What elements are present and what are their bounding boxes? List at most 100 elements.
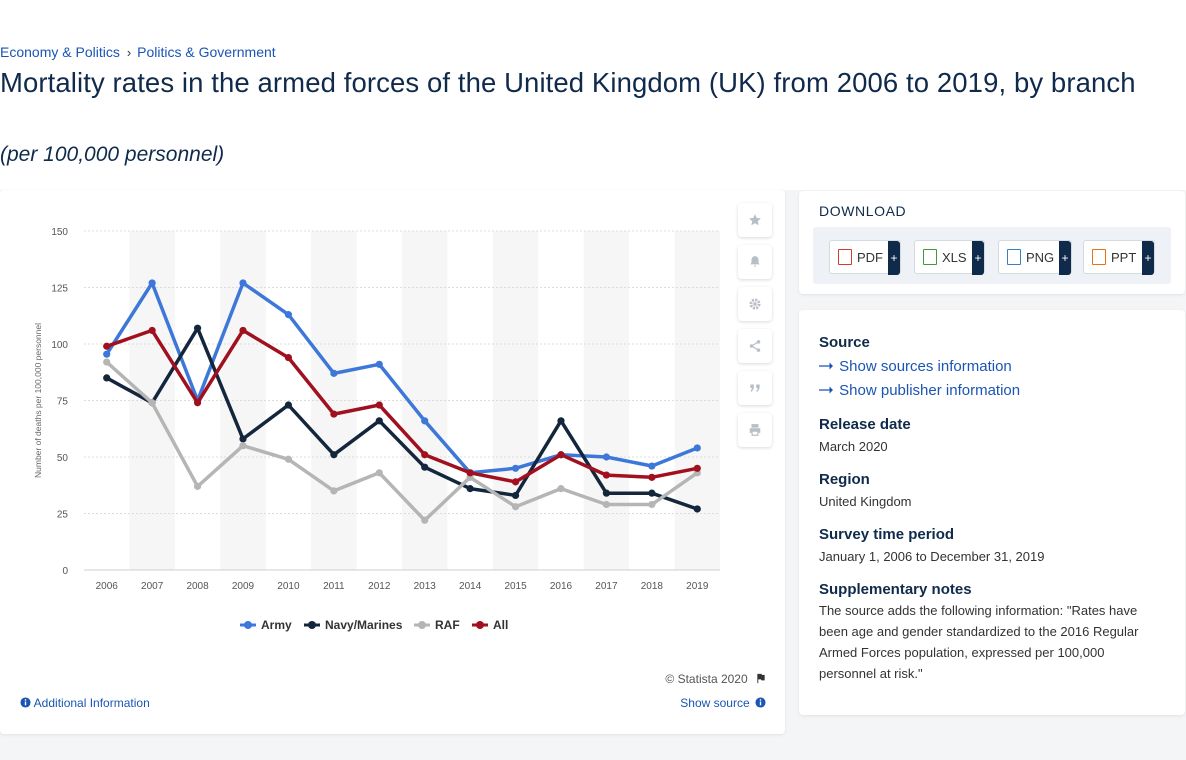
legend-label: Navy/Marines bbox=[325, 618, 403, 632]
page-subtitle: (per 100,000 personnel) bbox=[0, 143, 225, 166]
legend-marker bbox=[308, 621, 316, 629]
data-point bbox=[193, 324, 202, 332]
data-point bbox=[511, 478, 520, 486]
settings-button[interactable] bbox=[738, 287, 772, 321]
data-point bbox=[284, 353, 293, 362]
data-point bbox=[239, 326, 247, 335]
breadcrumb-separator: › bbox=[126, 44, 132, 60]
show-sources-link[interactable]: Show sources information bbox=[819, 358, 1012, 375]
download-png-label: PNG bbox=[1026, 249, 1055, 265]
show-source-link[interactable]: Show source bbox=[680, 696, 766, 710]
series-line bbox=[105, 326, 698, 511]
favorite-button[interactable] bbox=[738, 203, 772, 237]
download-ppt-label: PPT bbox=[1111, 249, 1137, 265]
chart-card: 0 25 50 75 100 125 150 2006 2007 2008 2009 2010 2011… bbox=[0, 190, 785, 734]
data-point bbox=[375, 469, 383, 477]
data-point bbox=[421, 516, 429, 524]
notification-button[interactable] bbox=[738, 245, 772, 279]
breadcrumb-economy-politics[interactable]: Economy & Politics bbox=[0, 44, 120, 60]
x-tick-label: 2015 bbox=[504, 581, 527, 592]
data-point bbox=[284, 401, 293, 409]
print-button[interactable] bbox=[738, 413, 772, 447]
ppt-plus-icon[interactable]: + bbox=[1142, 241, 1154, 275]
share-button[interactable] bbox=[738, 329, 772, 363]
page-title: Mortality rates in the armed forces of t… bbox=[0, 67, 1136, 98]
download-bar: PDF + XLS + PNG + PPT + bbox=[813, 227, 1171, 284]
legend-label: RAF bbox=[435, 618, 460, 632]
quote-icon bbox=[750, 384, 760, 392]
x-tick-label: 2014 bbox=[459, 581, 482, 592]
download-xls-label: XLS bbox=[942, 249, 967, 265]
series-line bbox=[105, 281, 698, 475]
y-tick-label: 0 bbox=[62, 566, 68, 577]
data-point bbox=[557, 485, 565, 493]
print-icon bbox=[749, 424, 761, 436]
show-source-label: Show source bbox=[680, 696, 750, 710]
additional-information-link[interactable]: Additional Information bbox=[20, 696, 150, 710]
data-point bbox=[148, 279, 156, 287]
release-date-heading: Release date bbox=[819, 416, 911, 433]
data-point bbox=[466, 485, 474, 493]
data-point bbox=[193, 482, 202, 490]
y-tick-label: 75 bbox=[57, 397, 69, 408]
data-point bbox=[648, 500, 656, 509]
legend-marker bbox=[476, 621, 484, 629]
data-point bbox=[148, 399, 156, 407]
statistic-info-card: Source Show sources information Show pub… bbox=[799, 310, 1185, 715]
x-tick-label: 2018 bbox=[641, 581, 664, 592]
breadcrumb: Economy & Politics › Politics & Governme… bbox=[0, 44, 276, 60]
data-point bbox=[511, 503, 520, 511]
data-point bbox=[103, 342, 111, 350]
star-icon bbox=[749, 214, 761, 226]
survey-period-value: January 1, 2006 to December 31, 2019 bbox=[819, 549, 1045, 564]
arrow-right-icon bbox=[819, 386, 833, 394]
png-plus-icon[interactable]: + bbox=[1059, 241, 1071, 275]
download-title: DOWNLOAD bbox=[819, 203, 907, 219]
data-point bbox=[193, 399, 202, 407]
x-tick-label: 2008 bbox=[186, 581, 209, 592]
data-point bbox=[284, 455, 293, 463]
breadcrumb-politics-government[interactable]: Politics & Government bbox=[137, 44, 276, 60]
supplementary-notes-value: The source adds the following informatio… bbox=[819, 603, 1139, 681]
data-point bbox=[421, 417, 429, 425]
info-icon bbox=[755, 697, 766, 708]
download-xls-button[interactable]: XLS + bbox=[914, 240, 985, 275]
page-header: Economy & Politics › Politics & Governme… bbox=[0, 0, 1186, 190]
y-axis-label: Number of deaths per 100,000 personnel bbox=[33, 323, 43, 478]
series-line bbox=[106, 328, 698, 484]
data-point bbox=[330, 487, 338, 495]
data-point bbox=[648, 489, 656, 497]
legend-marker bbox=[244, 621, 252, 629]
y-tick-label: 125 bbox=[51, 284, 68, 295]
data-point bbox=[375, 417, 383, 425]
png-file-icon bbox=[1007, 249, 1021, 265]
data-point bbox=[284, 311, 293, 319]
show-publisher-link[interactable]: Show publisher information bbox=[819, 382, 1020, 399]
x-tick-label: 2011 bbox=[323, 581, 345, 592]
data-point bbox=[511, 464, 520, 472]
xls-plus-icon[interactable]: + bbox=[972, 241, 984, 275]
data-point bbox=[330, 369, 338, 377]
ppt-file-icon bbox=[1092, 249, 1106, 265]
flag-icon[interactable] bbox=[755, 673, 767, 684]
data-point bbox=[421, 451, 429, 459]
y-tick-label: 50 bbox=[57, 453, 69, 464]
share-icon bbox=[749, 340, 761, 352]
arrow-right-icon bbox=[819, 362, 833, 370]
pdf-plus-icon[interactable]: + bbox=[888, 241, 900, 275]
data-point bbox=[330, 451, 338, 459]
data-point bbox=[602, 471, 611, 479]
cite-button[interactable] bbox=[738, 371, 772, 405]
legend-label: Army bbox=[261, 618, 292, 632]
source-heading: Source bbox=[819, 334, 870, 351]
x-tick-label: 2016 bbox=[550, 581, 573, 592]
data-point bbox=[375, 401, 383, 409]
y-tick-label: 100 bbox=[51, 340, 68, 351]
data-point bbox=[602, 500, 611, 509]
data-point bbox=[239, 279, 247, 287]
x-tick-label: 2007 bbox=[141, 581, 164, 592]
download-png-button[interactable]: PNG + bbox=[998, 240, 1072, 275]
download-ppt-button[interactable]: PPT + bbox=[1083, 240, 1155, 275]
download-pdf-button[interactable]: PDF + bbox=[829, 240, 901, 275]
bell-icon bbox=[750, 256, 760, 267]
